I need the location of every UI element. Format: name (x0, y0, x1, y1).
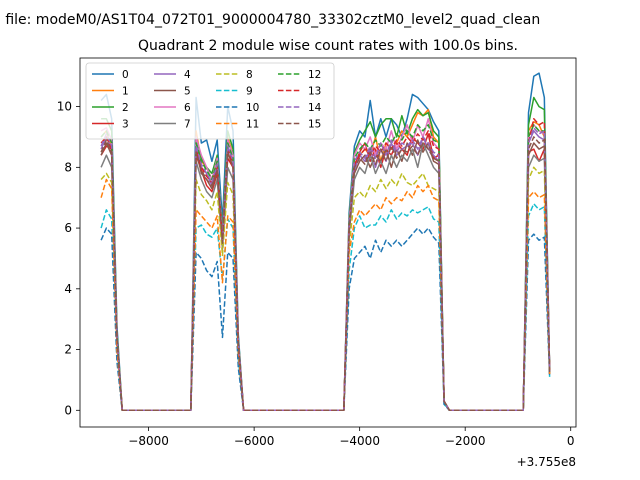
legend-label-2: 2 (122, 102, 129, 114)
legend-label-10: 10 (246, 102, 259, 114)
y-tick-label: 2 (64, 343, 72, 357)
legend-label-1: 1 (122, 86, 129, 98)
plot-frame (79, 57, 577, 428)
x-tick-label: −8000 (128, 434, 169, 448)
legend-label-15: 15 (308, 119, 321, 131)
series-line-10 (100, 227, 551, 412)
series-line-15 (100, 136, 551, 412)
y-tick-label: 10 (57, 100, 72, 114)
chart-title: Quadrant 2 module wise count rates with … (138, 38, 518, 54)
legend-label-14: 14 (308, 102, 322, 114)
figure-suptitle: n file: modeM0/AS1T04_072T01_9000004780_… (0, 12, 540, 28)
y-tick-label: 8 (64, 160, 72, 174)
series-layer (100, 72, 551, 412)
x-offset-label: +3.755e8 (517, 455, 576, 469)
y-tick-label: 0 (64, 403, 72, 417)
legend-label-7: 7 (184, 119, 191, 131)
legend-label-5: 5 (184, 86, 191, 98)
legend-label-11: 11 (246, 119, 259, 131)
series-line-12 (100, 124, 551, 412)
legend-label-13: 13 (308, 86, 321, 98)
y-tick-label: 6 (64, 221, 72, 235)
y-tick-label: 4 (64, 282, 72, 296)
legend-label-8: 8 (246, 69, 253, 81)
x-tick-label: −6000 (234, 434, 275, 448)
legend-label-0: 0 (122, 69, 129, 81)
x-tick-label: 0 (567, 434, 575, 448)
x-axis: −8000 −6000 −4000 −2000 0 (128, 427, 575, 448)
legend-label-12: 12 (308, 69, 321, 81)
legend-label-6: 6 (184, 102, 191, 114)
x-tick-label: −4000 (339, 434, 380, 448)
x-tick-label: −2000 (445, 434, 486, 448)
legend-label-3: 3 (122, 119, 129, 131)
legend-label-4: 4 (184, 69, 191, 81)
legend-frame (85, 62, 335, 140)
y-axis: 0 2 4 6 8 10 (57, 100, 80, 417)
legend-label-9: 9 (246, 86, 253, 98)
